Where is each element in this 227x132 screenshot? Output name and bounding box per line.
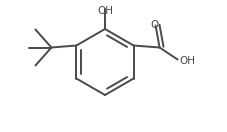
Text: O: O [150, 20, 158, 30]
Text: OH: OH [96, 6, 113, 16]
Text: OH: OH [179, 55, 195, 65]
